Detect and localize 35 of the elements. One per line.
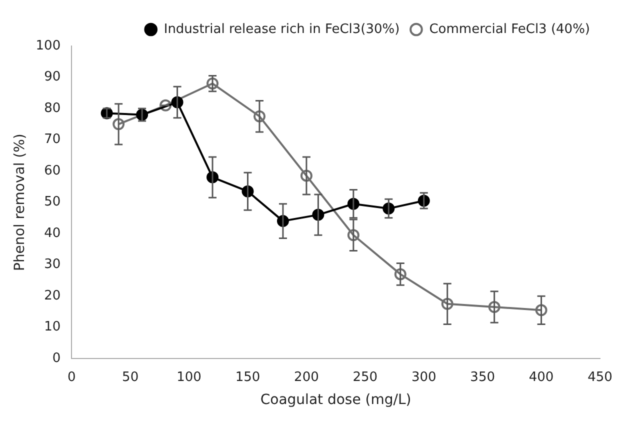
x-tick-label: 0	[67, 370, 76, 385]
point	[441, 298, 454, 310]
y-tick-label: 60	[44, 163, 61, 178]
y-axis-title: Phenol removal (%)	[12, 134, 28, 272]
y-tick-label: 100	[36, 38, 61, 54]
x-axis-title: Coagulat dose (mg/L)	[260, 392, 412, 408]
y-tick-label: 30	[44, 257, 61, 272]
point	[112, 118, 125, 130]
point	[300, 170, 312, 182]
x-tick-label: 350	[470, 370, 495, 385]
x-tick-label: 300	[411, 370, 436, 385]
y-tick-label: 0	[52, 350, 61, 366]
x-tick-label: 50	[122, 370, 139, 385]
legend-label: Commercial FeCl3 (40%)	[429, 22, 590, 37]
y-tick-label: 10	[44, 320, 61, 335]
y-tick-label: 80	[44, 100, 61, 116]
x-tick-label: 200	[294, 370, 319, 385]
y-tick-label: 90	[44, 70, 61, 85]
point	[347, 229, 360, 242]
y-tick-label: 50	[44, 194, 61, 210]
x-tick-label: 100	[176, 370, 202, 385]
y-tick-label: 70	[44, 132, 61, 148]
x-tick-label: 400	[528, 370, 554, 385]
x-tick-label: 150	[235, 370, 260, 385]
legend-label: Industrial release rich in FeCl3(30%)	[164, 22, 400, 37]
y-tick-label: 40	[44, 226, 61, 241]
point	[488, 301, 500, 314]
x-tick-label: 250	[352, 370, 378, 385]
point	[535, 304, 548, 316]
y-tick-label: 20	[44, 288, 61, 304]
point	[206, 78, 219, 90]
point	[160, 99, 172, 112]
point	[394, 268, 406, 280]
x-tick-label: 450	[588, 370, 612, 385]
point	[253, 110, 266, 122]
